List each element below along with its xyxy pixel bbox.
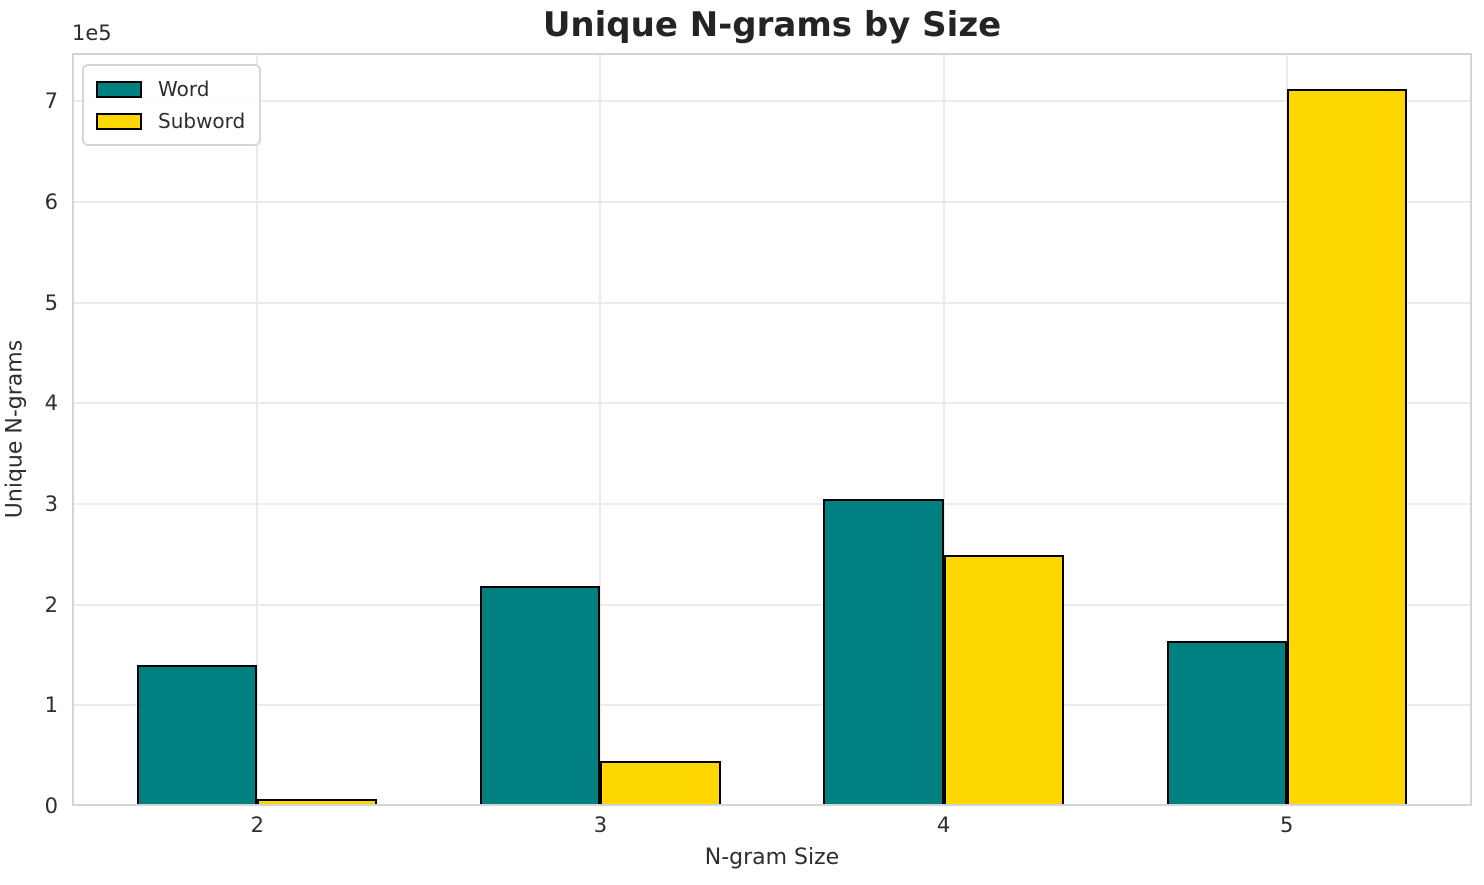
bar-word-4 (823, 498, 944, 806)
bar-subword-5 (1286, 89, 1407, 806)
y-tick-label-0: 0 (44, 794, 58, 818)
legend-item-word: Word (96, 73, 245, 105)
x-axis-label: N-gram Size (704, 845, 840, 870)
x-tick-label-5: 5 (1280, 813, 1294, 837)
gridline-v-2 (256, 53, 259, 806)
chart-title: Unique N-grams by Size (542, 5, 1002, 45)
y-tick-label-7: 7 (44, 89, 58, 114)
legend-label-word: Word (158, 77, 210, 101)
bar-subword-3 (600, 760, 721, 806)
gridline-v-3 (599, 53, 602, 806)
y-tick-label-4: 4 (44, 391, 58, 416)
gridline-h-3 (72, 502, 1472, 505)
gridline-h-4 (72, 402, 1472, 405)
legend-swatch-word (96, 80, 142, 98)
gridline-h-7 (72, 100, 1472, 103)
gridline-h-5 (72, 301, 1472, 304)
bar-word-5 (1166, 640, 1287, 806)
gridline-v-4 (942, 53, 945, 806)
gridline-h-1 (72, 704, 1472, 707)
legend-swatch-subword (96, 112, 142, 130)
y-tick-label-5: 5 (44, 290, 58, 315)
y-axis-offset-label: 1e5 (72, 21, 112, 45)
y-tick-label-3: 3 (44, 491, 58, 516)
plot-area: Word Subword (72, 53, 1472, 806)
bar-word-2 (137, 665, 258, 806)
bar-subword-4 (943, 555, 1064, 806)
y-tick-label-1: 1 (44, 693, 58, 718)
bar-word-3 (480, 585, 601, 806)
gridline-h-2 (72, 603, 1472, 606)
legend-item-subword: Subword (96, 105, 245, 137)
x-tick-label-2: 2 (250, 813, 264, 837)
y-tick-label-6: 6 (44, 189, 58, 214)
x-tick-label-3: 3 (593, 813, 608, 837)
x-tick-label-4: 4 (936, 813, 951, 837)
gridline-h-6 (72, 200, 1472, 203)
y-tick-label-2: 2 (44, 592, 58, 617)
legend-label-subword: Subword (158, 109, 246, 133)
legend: Word Subword (82, 64, 262, 146)
bar-subword-2 (257, 798, 378, 806)
